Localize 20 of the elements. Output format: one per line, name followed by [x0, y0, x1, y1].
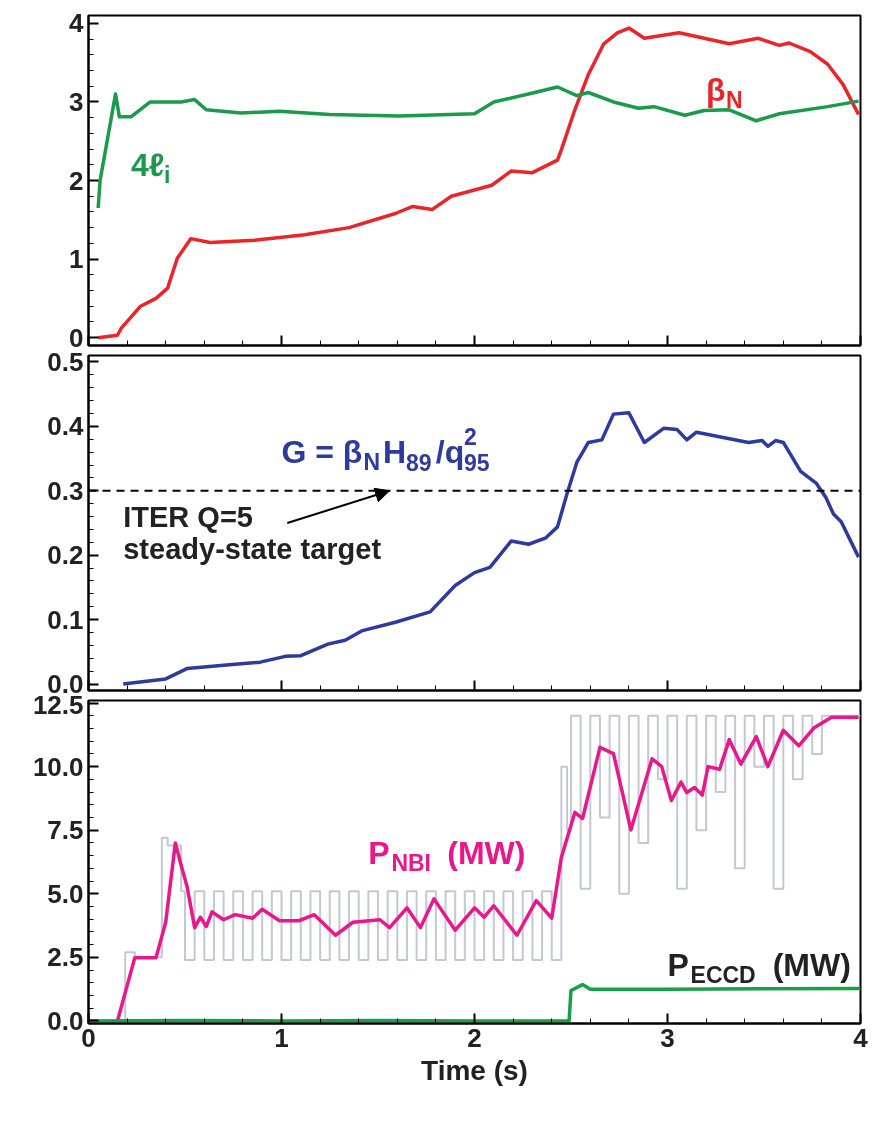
y-tick-label: 3 — [69, 86, 84, 117]
y-tick-label: 1 — [69, 244, 84, 275]
annotation: ITER Q=5 steady-state target — [123, 500, 382, 565]
x-axis-title: Time (s) — [421, 1054, 528, 1086]
line-series — [96, 26, 861, 340]
y-tick-label: 4 — [69, 8, 85, 39]
y-tick-label: 0.1 — [47, 604, 84, 635]
y-tick-label: 5.0 — [47, 878, 84, 909]
x-tick-label: 3 — [660, 1022, 675, 1053]
y-tick-label: 10.0 — [32, 751, 84, 782]
x-tick-label: 1 — [274, 1022, 289, 1053]
y-tick-label: 2.5 — [47, 942, 84, 973]
y-tick-label: 0.3 — [47, 475, 84, 506]
y-tick-label: 0.2 — [47, 540, 84, 571]
y-tick-label: 0.4 — [47, 411, 85, 442]
x-tick-label: 2 — [467, 1022, 482, 1053]
y-tick-label: 7.5 — [47, 815, 84, 846]
y-tick-label: 2 — [69, 165, 84, 196]
line-series — [121, 411, 861, 686]
x-tick-label: 4 — [853, 1022, 869, 1053]
